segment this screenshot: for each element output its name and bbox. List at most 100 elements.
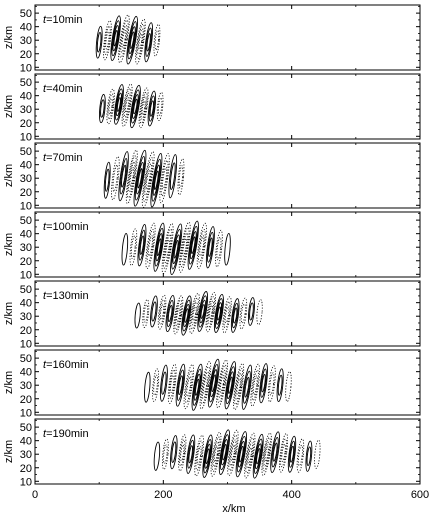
positive-contour xyxy=(144,22,154,63)
positive-contour xyxy=(261,373,266,393)
negative-contour xyxy=(261,432,272,476)
y-tick-label: 30 xyxy=(20,35,32,47)
x-axis-label: x/km xyxy=(222,503,245,515)
negative-contour xyxy=(281,443,286,462)
positive-contour xyxy=(126,15,138,65)
y-tick-label: 20 xyxy=(20,394,32,406)
negative-contour xyxy=(199,361,212,410)
y-tick-label: 40 xyxy=(20,229,32,241)
negative-contour xyxy=(285,371,292,402)
negative-contour xyxy=(199,235,205,257)
y-tick-label: 10 xyxy=(20,269,32,281)
panel-time-variable: t xyxy=(43,428,47,440)
positive-contour xyxy=(144,371,151,403)
positive-contour xyxy=(288,440,296,468)
negative-contour xyxy=(173,295,184,335)
negative-contour xyxy=(118,14,130,64)
y-tick-label: 40 xyxy=(20,160,32,172)
positive-contour xyxy=(271,437,279,468)
positive-contour xyxy=(176,369,185,401)
positive-contour xyxy=(171,228,182,270)
positive-contour xyxy=(256,448,261,465)
negative-contour xyxy=(158,299,166,325)
positive-contour xyxy=(235,431,248,478)
positive-contour xyxy=(236,436,246,473)
negative-contour xyxy=(207,300,214,324)
positive-contour xyxy=(241,364,253,410)
negative-contour xyxy=(269,372,275,396)
positive-contour xyxy=(175,363,186,407)
negative-contour xyxy=(161,438,169,470)
y-tick-label: 50 xyxy=(20,77,32,89)
negative-contour xyxy=(264,446,269,463)
positive-contour xyxy=(189,231,197,260)
positive-contour xyxy=(218,429,231,476)
panel-time-variable: t xyxy=(43,152,47,164)
positive-contour xyxy=(254,443,262,470)
positive-contour xyxy=(226,371,234,400)
positive-contour xyxy=(145,27,152,57)
negative-contour xyxy=(175,303,182,327)
negative-contour xyxy=(240,303,246,324)
positive-contour xyxy=(139,235,145,255)
contour-field xyxy=(121,220,231,276)
negative-contour xyxy=(162,166,168,190)
positive-contour xyxy=(272,442,278,462)
negative-contour xyxy=(138,87,149,129)
positive-contour xyxy=(249,302,254,321)
positive-contour xyxy=(202,434,213,478)
negative-contour xyxy=(104,25,111,55)
panel-frame xyxy=(34,73,421,140)
negative-contour xyxy=(141,100,146,116)
positive-contour xyxy=(230,298,240,333)
negative-contour xyxy=(111,156,120,201)
negative-contour xyxy=(125,149,138,205)
positive-contour xyxy=(127,21,137,60)
negative-contour xyxy=(160,160,169,197)
panels-layer: 1020304050z/kmt=10min1020304050z/kmt=40m… xyxy=(3,4,421,488)
negative-contour xyxy=(216,236,222,261)
negative-contour xyxy=(121,83,133,127)
positive-contour xyxy=(119,157,128,195)
panel-time-variable: t xyxy=(43,290,47,302)
negative-contour xyxy=(263,441,270,467)
positive-contour xyxy=(133,98,138,115)
positive-contour xyxy=(150,295,158,328)
positive-contour xyxy=(96,31,102,53)
positive-contour xyxy=(134,155,146,201)
negative-contour xyxy=(143,304,149,323)
negative-contour xyxy=(191,301,198,326)
y-tick-label: 30 xyxy=(20,104,32,116)
negative-contour xyxy=(121,30,127,48)
y-tick-label: 20 xyxy=(20,463,32,475)
positive-contour xyxy=(228,376,233,394)
positive-contour xyxy=(207,358,220,408)
panel-frame xyxy=(34,280,421,347)
panel-time-variable: t xyxy=(43,14,47,26)
negative-contour xyxy=(215,229,223,268)
negative-contour xyxy=(154,30,160,51)
panel-time-value: =160min xyxy=(46,359,89,371)
positive-contour xyxy=(138,229,146,261)
negative-contour xyxy=(236,378,241,395)
negative-contour xyxy=(108,98,113,115)
contour-field xyxy=(144,358,292,411)
positive-contour xyxy=(187,439,195,469)
positive-contour xyxy=(165,294,175,333)
negative-contour xyxy=(119,19,129,58)
negative-contour xyxy=(200,366,210,405)
panel-time-value: =40min xyxy=(46,83,82,95)
positive-contour xyxy=(183,303,190,328)
negative-contour xyxy=(189,293,200,334)
y-tick-label: 10 xyxy=(20,131,32,143)
positive-contour xyxy=(137,224,147,267)
positive-contour xyxy=(209,363,219,403)
panel-time-label: t=100min xyxy=(43,221,89,233)
positive-contour xyxy=(113,29,118,47)
negative-contour xyxy=(202,371,209,399)
positive-contour xyxy=(200,304,205,319)
negative-contour xyxy=(210,431,222,477)
contour-field xyxy=(95,14,161,65)
